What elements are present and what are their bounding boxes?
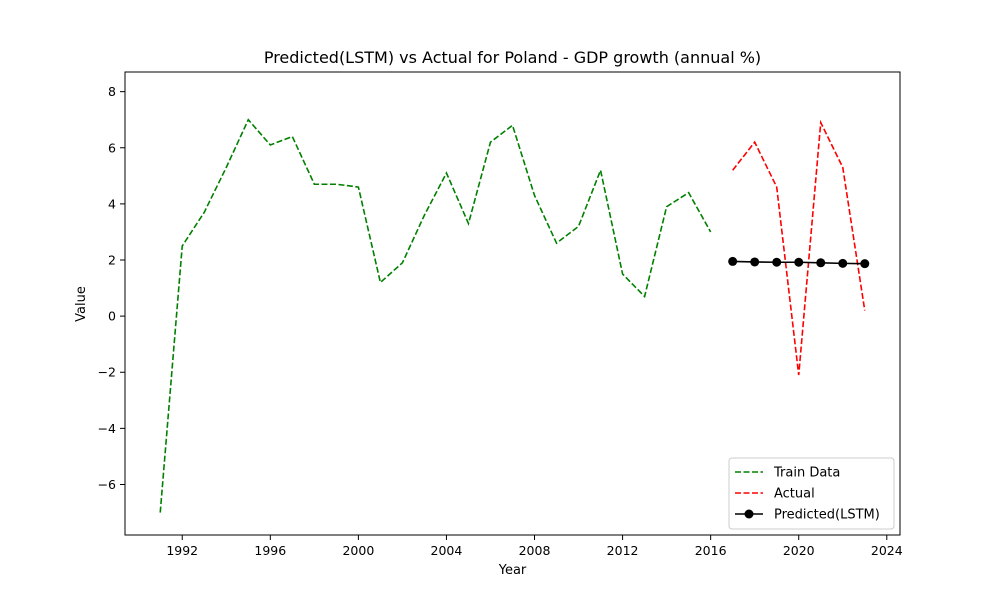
series-line-1 (732, 119, 866, 376)
y-tick-label: 4 (108, 196, 116, 211)
legend-label: Train Data (773, 466, 840, 481)
plot-area (159, 118, 870, 513)
series-point-2 (794, 257, 804, 267)
x-tick-label: 2004 (431, 543, 463, 558)
x-tick-label: 2000 (342, 543, 374, 558)
series-line-0 (159, 118, 712, 513)
x-tick-label: 2008 (519, 543, 551, 558)
y-axis-ticks: −6 −4 −2 0 2 4 6 8 (98, 84, 125, 492)
legend-box (728, 457, 895, 530)
x-tick-label: 2024 (871, 543, 903, 558)
legend-marker (744, 509, 754, 519)
x-axis-label: Year (498, 563, 527, 578)
y-tick-label: −2 (98, 365, 116, 380)
series-point-2 (772, 257, 782, 267)
series-point-2 (728, 256, 738, 266)
x-axis-ticks: 1992 1996 2000 2004 2008 2012 2016 2020 2024 (166, 535, 903, 558)
y-axis-label: Value (74, 286, 89, 322)
series-point-2 (860, 259, 870, 269)
legend-label: Actual (774, 487, 815, 502)
y-tick-label: −6 (98, 477, 116, 492)
chart-title: Predicted(LSTM) vs Actual for Poland - G… (264, 48, 761, 67)
series-point-2 (750, 257, 760, 267)
y-tick-label: 6 (108, 140, 116, 155)
x-tick-label: 1992 (166, 543, 198, 558)
x-tick-label: 2016 (695, 543, 727, 558)
y-tick-label: 2 (108, 253, 116, 268)
y-tick-label: −4 (98, 421, 116, 436)
plot-frame (124, 71, 901, 536)
x-tick-label: 1996 (254, 543, 286, 558)
legend-label: Predicted(LSTM) (774, 508, 880, 523)
x-tick-label: 2020 (783, 543, 815, 558)
x-tick-label: 2012 (607, 543, 639, 558)
series-point-2 (816, 258, 826, 268)
series-point-2 (838, 258, 848, 268)
y-tick-label: 8 (108, 84, 116, 99)
legend: Train Data Actual Predicted(LSTM) (728, 457, 895, 530)
y-tick-label: 0 (108, 309, 116, 324)
